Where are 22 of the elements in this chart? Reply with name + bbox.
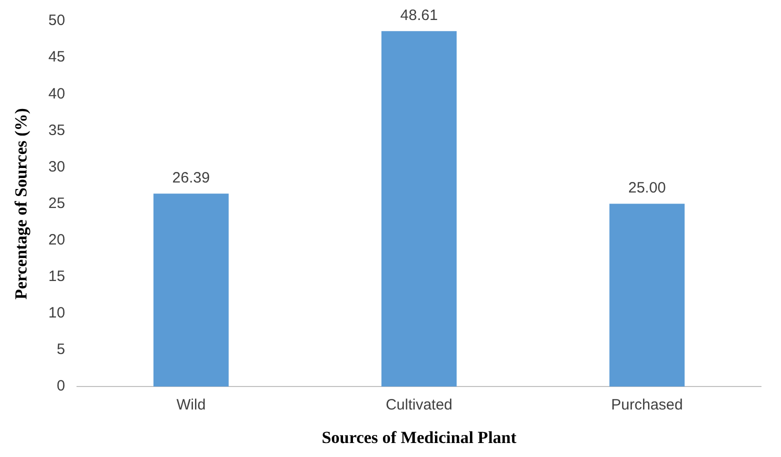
data-label: 25.00 — [628, 179, 666, 196]
x-axis-title: Sources of Medicinal Plant — [322, 428, 517, 448]
y-tick-label: 0 — [56, 378, 66, 395]
y-tick-label: 45 — [48, 48, 66, 66]
y-tick-label: 30 — [48, 158, 66, 176]
bar — [609, 204, 685, 387]
y-tick-label: 5 — [56, 341, 66, 358]
y-tick-label: 35 — [48, 122, 66, 139]
y-tick-label: 10 — [48, 304, 66, 322]
y-tick-label: 20 — [48, 232, 66, 248]
y-tick-label: 25 — [48, 194, 66, 212]
bar — [153, 194, 229, 387]
bar — [381, 31, 457, 387]
y-tick-label: 15 — [48, 268, 66, 286]
x-tick-label: Wild — [176, 396, 206, 414]
y-tick-label: 50 — [48, 12, 66, 30]
data-label: 26.39 — [172, 169, 210, 186]
x-tick-label: Purchased — [611, 396, 683, 414]
y-tick-label: 40 — [48, 85, 66, 102]
x-tick-label: Cultivated — [386, 396, 452, 414]
y-axis-title: Percentage of Sources (%) — [12, 108, 31, 300]
data-label: 48.61 — [400, 6, 438, 24]
